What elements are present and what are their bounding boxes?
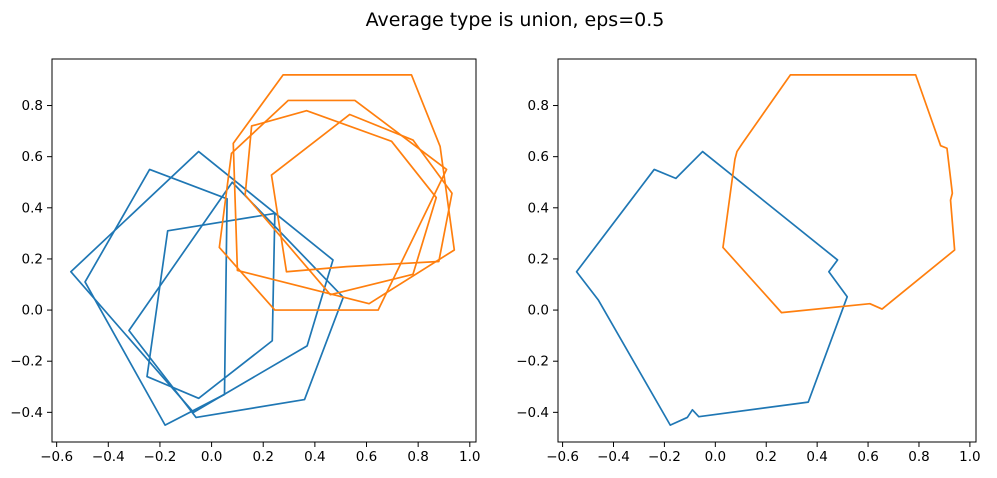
- left-x-tick-label: −0.4: [92, 449, 125, 465]
- left-y-tick-label: 0.6: [22, 149, 43, 165]
- left-x-tick-label: 0.2: [252, 449, 273, 465]
- blue-pentagon-3: [84, 168, 228, 426]
- orange-heptagon-1: [232, 73, 456, 305]
- blue-union-outline: [575, 150, 849, 426]
- orange-heptagon-4: [270, 113, 453, 273]
- left-y-tick-label: 0.4: [22, 200, 43, 216]
- left-x-tick-label: −0.2: [144, 449, 177, 465]
- left-y-tick-label: −0.4: [10, 405, 43, 421]
- right-y-tick-label: 0.8: [528, 98, 549, 114]
- left-axes-frame: [51, 58, 477, 443]
- right-x-tick-label: 0.8: [908, 449, 929, 465]
- left-x-tick-label: 1.0: [459, 449, 480, 465]
- orange-union-outline: [722, 73, 956, 314]
- right-subplot: −0.6 −0.4 −0.2 0.0 0.2 0.4 0.6 0.8 1.0 −0.4 −0.2 0.…: [516, 58, 981, 465]
- figure-title: Average type is union, eps=0.5: [365, 9, 665, 31]
- left-x-tick-label: 0.0: [201, 449, 222, 465]
- right-axes-frame: [557, 58, 977, 443]
- right-y-tick-label: −0.2: [516, 354, 549, 370]
- left-x-tick-label: 0.8: [407, 449, 428, 465]
- right-x-tick-label: 1.0: [959, 449, 980, 465]
- blue-pentagon-4: [146, 212, 276, 400]
- blue-pentagon-2: [128, 181, 345, 419]
- right-y-tick-label: −0.4: [516, 405, 549, 421]
- orange-heptagon-2: [218, 99, 448, 311]
- orange-heptagon-3: [244, 109, 438, 296]
- right-x-tick-label: 0.2: [755, 449, 776, 465]
- right-x-tick-label: 0.6: [857, 449, 878, 465]
- left-x-tick-label: −0.6: [40, 449, 73, 465]
- right-y-tick-label: 0.0: [528, 303, 549, 319]
- blue-pentagon-1: [69, 150, 334, 414]
- right-x-tick-label: 0.4: [806, 449, 827, 465]
- left-x-tick-label: 0.6: [356, 449, 377, 465]
- left-y-tick-label: 0.2: [22, 251, 43, 267]
- right-y-tick-label: 0.6: [528, 149, 549, 165]
- right-x-tick-label: −0.6: [546, 449, 579, 465]
- left-subplot: −0.6 −0.4 −0.2 0.0 0.2 0.4 0.6 0.8 1.0 −0.4 −0.2 0.…: [10, 58, 481, 465]
- right-x-tick-label: 0.0: [705, 449, 726, 465]
- right-y-tick-label: 0.2: [528, 251, 549, 267]
- left-x-tick-label: 0.4: [304, 449, 325, 465]
- left-y-tick-label: 0.8: [22, 98, 43, 114]
- left-y-tick-label: −0.2: [10, 354, 43, 370]
- right-y-tick-label: 0.4: [528, 200, 549, 216]
- left-y-tick-label: 0.0: [22, 303, 43, 319]
- right-x-tick-label: −0.2: [648, 449, 681, 465]
- right-x-tick-label: −0.4: [597, 449, 630, 465]
